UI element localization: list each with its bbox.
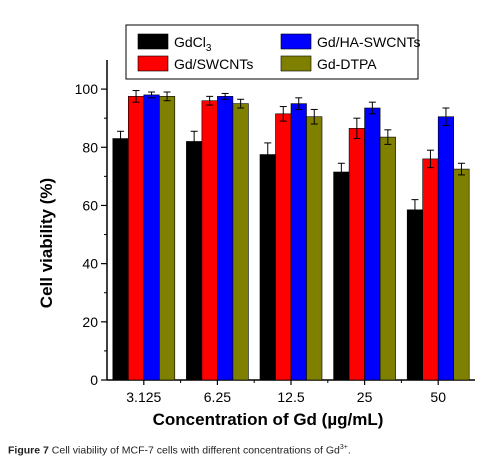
caption-text: Cell viability of MCF-7 cells with diffe… [51,444,340,457]
caption-superscript: 3+ [339,444,348,451]
bar [406,209,424,381]
bar [290,103,307,381]
legend: GdCl3 Gd/SWCNTs Gd/HA-SWCNTs Gd-DTPA [125,24,420,80]
legend-label: Gd-DTPA [317,56,377,72]
x-tick-label: 12.5 [277,389,304,405]
bar [453,168,470,381]
legend-label-subscript: 3 [206,43,212,54]
x-tick-label: 3.125 [126,389,161,405]
bar [364,107,381,381]
bar [201,100,218,381]
y-tick-label: 80 [82,139,98,155]
bar [143,94,160,381]
bar [232,103,249,381]
y-tick-label: 40 [82,256,98,272]
y-tick-label: 20 [82,314,98,330]
x-tick-label: 6.25 [204,389,231,405]
bar [333,171,350,381]
bar [437,116,455,381]
x-tick-label: 25 [357,389,373,405]
chart: 0 20 40 60 80 100 3.125 6.25 12.5 25 50 GdCl3 Gd/SW… [37,24,475,429]
y-tick-label: 60 [82,197,98,213]
legend-swatch [137,55,169,72]
x-axis-title: Concentration of Gd (µg/mL) [153,410,384,429]
legend-swatch [137,33,169,50]
bar [422,158,439,381]
bar [259,154,276,381]
y-axis-title: Cell viability (%) [37,178,56,308]
bar [348,128,365,381]
bar [112,138,129,381]
plot-area: 0 20 40 60 80 100 3.125 6.25 12.5 25 50 [75,60,475,405]
bar [379,136,396,381]
bar [159,96,176,381]
legend-label: Gd/SWCNTs [174,56,253,72]
bar [128,96,145,381]
y-tick-label: 0 [90,372,98,388]
bar [186,141,203,381]
legend-label: GdCl3 [174,34,212,54]
legend-box [125,24,419,80]
figure-label: Figure 7 [8,444,49,457]
caption-end: . [347,444,351,457]
bar [275,113,292,381]
y-tick-label: 100 [75,81,99,97]
x-tick-label: 50 [430,389,446,405]
legend-label: Gd/HA-SWCNTs [317,34,420,50]
figure-caption: Figure 7 Cell viability of MCF-7 cells w… [8,444,478,457]
legend-swatch [280,33,312,50]
legend-swatch [280,55,312,72]
bar [306,116,323,381]
bar [217,96,234,381]
